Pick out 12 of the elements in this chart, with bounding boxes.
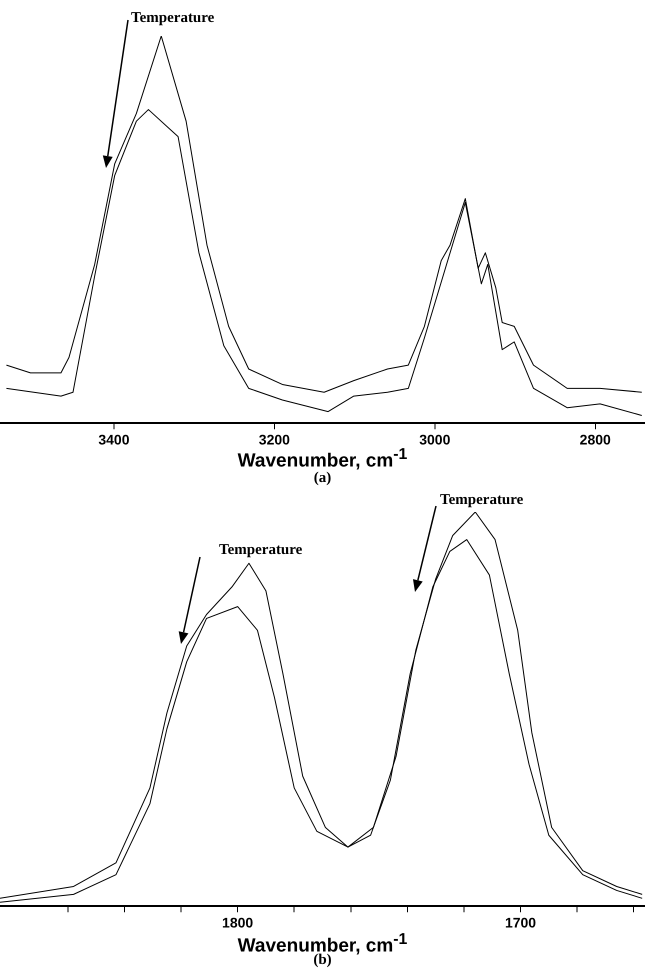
x-tick-label: 1700 [504,914,536,930]
text: Temperature [131,10,214,27]
x-tick-label: 1800 [222,914,254,930]
x-tick-label: 3400 [98,431,130,448]
x-tick-label: 3000 [419,431,451,448]
annotation: Temperature [219,542,302,559]
x-axis-title: Wavenumber, cm$^{-1}$ [236,446,408,472]
text: Temperature [440,492,524,509]
text: (b) [313,952,332,969]
x-tick-label: 3200 [258,431,290,448]
text: (a) [312,470,332,487]
x-tick-label: 2800 [580,431,612,448]
